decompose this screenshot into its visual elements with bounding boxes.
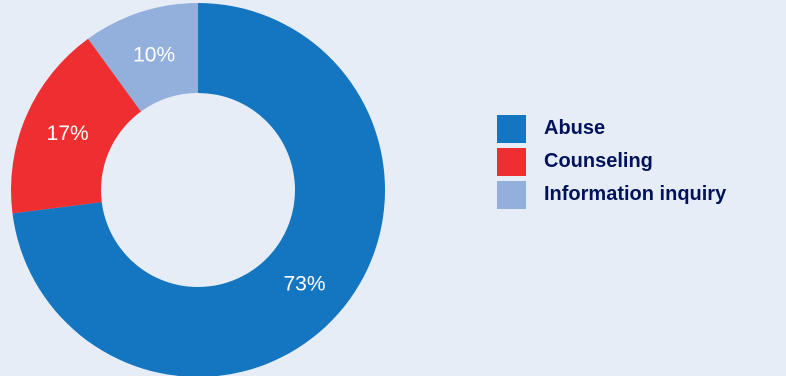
slice-counseling: [11, 38, 141, 214]
legend-item-information-inquiry: Information inquiry: [497, 178, 786, 211]
legend-item-abuse: Abuse: [497, 112, 786, 145]
legend-swatch: [497, 147, 526, 176]
slice-label-abuse: 73%: [284, 272, 326, 295]
slice-abuse: [12, 3, 385, 376]
legend-label: Abuse: [544, 117, 606, 139]
legend-swatch: [497, 180, 526, 209]
legend: Abuse Counseling Information inquiry: [497, 112, 786, 211]
legend-label: Counseling: [544, 150, 653, 172]
legend-swatch: [497, 114, 526, 143]
legend-item-counseling: Counseling: [497, 145, 786, 178]
slice-label-information-inquiry: 10%: [133, 43, 175, 66]
slice-label-counseling: 17%: [47, 122, 89, 145]
legend-label: Information inquiry: [544, 183, 727, 205]
slice-information-inquiry: [88, 3, 198, 112]
